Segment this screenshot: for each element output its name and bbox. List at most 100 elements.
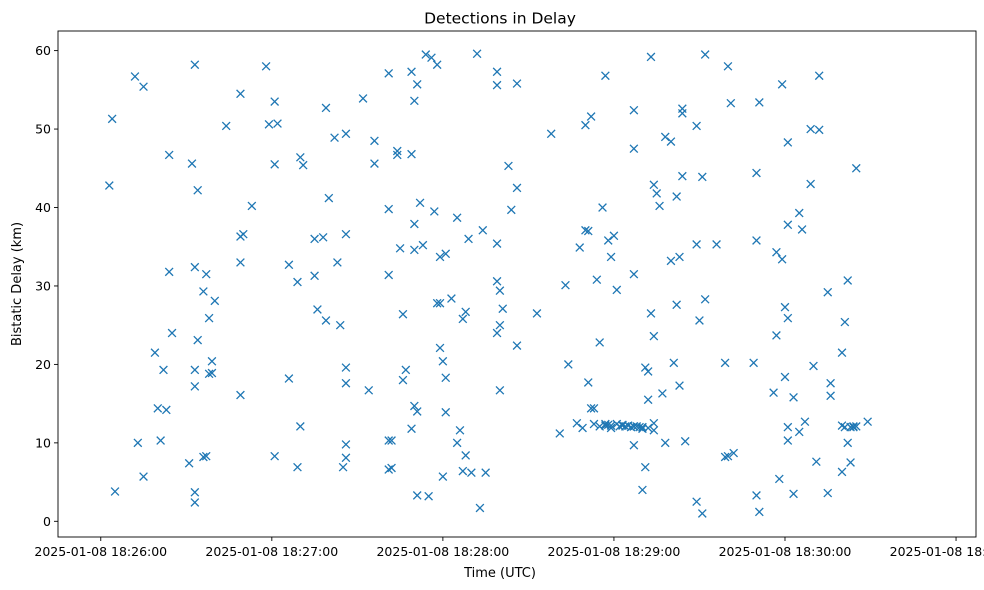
data-point (293, 277, 302, 287)
y-axis-label: Bistatic Delay (km) (10, 222, 25, 346)
data-point (789, 393, 798, 402)
data-point (236, 89, 245, 99)
data-point (843, 276, 853, 285)
data-point (273, 119, 282, 128)
x-tick-label: 2025-01-08 18:27:00 (205, 544, 338, 559)
data-point (295, 422, 305, 431)
data-point (313, 305, 322, 314)
data-point (392, 150, 402, 160)
data-point (207, 368, 217, 378)
data-point (139, 472, 148, 481)
data-point (310, 271, 319, 281)
data-point (492, 276, 502, 286)
data-point (780, 372, 790, 382)
data-point (512, 183, 522, 193)
data-point (410, 219, 419, 229)
data-point (475, 503, 485, 513)
data-point (447, 294, 456, 303)
data-point (370, 136, 379, 146)
data-point (358, 94, 368, 103)
data-point (415, 198, 425, 208)
data-point (811, 457, 821, 467)
data-point (401, 365, 411, 375)
data-point (783, 220, 793, 230)
data-point (270, 97, 280, 106)
data-point (849, 422, 858, 432)
data-point (851, 422, 861, 431)
y-tick-label: 50 (35, 122, 51, 137)
data-point (646, 309, 656, 318)
data-point (492, 328, 502, 338)
data-point (435, 252, 445, 262)
y-tick-label: 30 (35, 278, 51, 293)
data-point (800, 417, 810, 427)
data-point (752, 168, 761, 178)
data-point (840, 317, 850, 327)
data-point (438, 472, 448, 481)
data-point (783, 313, 793, 323)
data-point (629, 144, 639, 154)
data-point (159, 365, 168, 375)
data-point (675, 252, 684, 262)
data-point (672, 300, 682, 310)
x-tick-label: 2025-01-08 18:31:00 (890, 544, 984, 559)
data-point (435, 298, 445, 308)
data-point (649, 180, 659, 190)
data-point (107, 114, 117, 124)
data-point (412, 491, 422, 500)
data-point (318, 232, 328, 242)
data-point (780, 302, 790, 312)
data-point (150, 348, 160, 358)
data-point (432, 60, 442, 70)
data-point (581, 120, 590, 130)
data-point (837, 348, 847, 358)
data-point (837, 467, 847, 477)
y-tick-label: 10 (35, 435, 51, 450)
data-point (789, 489, 798, 499)
data-point (495, 286, 505, 296)
data-point (392, 146, 402, 156)
x-axis-ticks: 2025-01-08 18:26:00 2025-01-08 18:27:00 20… (34, 537, 984, 559)
data-point (643, 395, 653, 405)
data-point (660, 438, 670, 448)
data-point (161, 405, 171, 415)
data-point (583, 226, 593, 236)
data-point (395, 243, 405, 253)
data-point (586, 403, 596, 413)
data-point (720, 452, 730, 462)
data-point (774, 474, 784, 484)
data-point (133, 438, 143, 448)
data-point (492, 67, 502, 77)
x-tick-label: 2025-01-08 18:30:00 (719, 544, 852, 559)
data-point (697, 172, 707, 182)
data-point (723, 61, 733, 71)
y-tick-label: 60 (35, 43, 51, 58)
data-point (692, 497, 701, 507)
data-point (398, 309, 408, 319)
data-point (341, 363, 351, 372)
data-point (199, 452, 208, 462)
data-point (190, 262, 200, 272)
data-point (578, 423, 587, 433)
data-point (190, 487, 200, 497)
data-point (284, 260, 294, 270)
data-point (467, 468, 476, 478)
data-point (546, 129, 556, 139)
data-point (472, 49, 482, 59)
data-point (247, 201, 257, 211)
data-point (504, 161, 513, 171)
x-axis-label: Time (UTC) (463, 566, 536, 581)
data-point (629, 269, 639, 279)
data-point (826, 391, 835, 401)
data-point (601, 71, 610, 81)
data-point (606, 252, 616, 262)
data-point (310, 234, 319, 244)
data-point (783, 422, 793, 432)
data-point (823, 287, 833, 297)
data-point (341, 378, 351, 388)
data-point (646, 52, 656, 62)
data-point (603, 236, 613, 245)
data-point (441, 249, 451, 259)
data-point (826, 378, 835, 388)
